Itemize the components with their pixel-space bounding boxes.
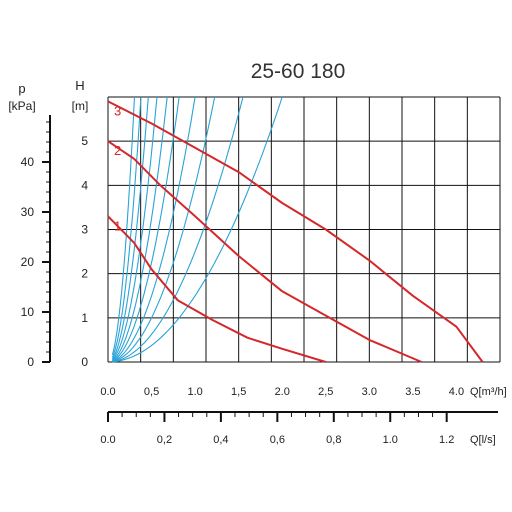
flow-m3h-axis-label: Q[m³/h] <box>470 386 507 398</box>
flow-m3h-tick-label: 2.0 <box>275 386 290 398</box>
head-tick-label: 1 <box>81 311 88 325</box>
pump-curve-3 <box>107 100 484 363</box>
pressure-tick-label: 10 <box>21 305 35 319</box>
head-axis-unit: [m] <box>72 99 89 113</box>
flow-m3h-tick-label: 1.0 <box>187 386 202 398</box>
flow-m3h-tick-label: 2,5 <box>318 386 333 398</box>
pressure-tick-label: 40 <box>21 155 35 169</box>
flow-m3h-tick-label: 3.5 <box>405 386 420 398</box>
system-curve <box>111 96 136 355</box>
flow-m3h-axis: 0.0 0,5 1.0 1,5 2.0 2,5 3.0 3.5 4.0 <box>100 386 464 398</box>
system-curve <box>111 96 142 358</box>
pump-curve-label: 2 <box>114 143 121 158</box>
grid <box>107 96 501 363</box>
chart-title: 25-60 180 <box>251 60 346 83</box>
head-axis: 0 1 2 3 4 5 <box>81 134 88 369</box>
system-curve <box>112 96 180 362</box>
flow-ls-tick-label: 0.0 <box>100 434 115 446</box>
flow-m3h-tick-label: 4.0 <box>449 386 464 398</box>
pressure-axis-label: p <box>18 81 25 96</box>
flow-ls-tick-label: 0,6 <box>270 434 285 446</box>
pressure-axis-unit: [kPa] <box>8 99 35 113</box>
flow-ls-tick-label: 0,4 <box>213 434 228 446</box>
head-tick-label: 5 <box>81 134 88 148</box>
flow-m3h-tick-label: 0.0 <box>100 386 115 398</box>
system-curve <box>111 96 149 360</box>
system-curve <box>111 96 158 361</box>
pressure-axis: 0 10 20 30 40 <box>21 115 51 369</box>
flow-ls-tick-label: 1.2 <box>439 434 454 446</box>
head-tick-label: 2 <box>81 267 88 281</box>
pressure-tick-label: 30 <box>21 205 35 219</box>
flow-m3h-tick-label: 3.0 <box>362 386 377 398</box>
pump-curve-1 <box>107 215 327 363</box>
head-tick-label: 3 <box>81 223 88 237</box>
flow-ls-axis-label: Q[l/s] <box>470 434 496 446</box>
head-tick-label: 0 <box>81 355 88 369</box>
flow-m3h-tick-label: 0,5 <box>144 386 159 398</box>
system-curve <box>112 96 283 363</box>
system-curve <box>112 96 196 362</box>
head-tick-label: 4 <box>81 178 88 192</box>
flow-ls-tick-label: 1.0 <box>383 434 398 446</box>
pump-curve-label: 3 <box>114 103 121 118</box>
pressure-tick-label: 0 <box>27 355 34 369</box>
flow-ls-axis: 0.0 0,2 0,4 0,6 0,8 1.0 1.2 <box>100 411 498 446</box>
system-curve <box>112 96 168 362</box>
system-curve <box>112 96 216 363</box>
head-axis-label: H <box>75 78 84 93</box>
system-curves <box>111 96 283 363</box>
pressure-tick-label: 20 <box>21 255 35 269</box>
flow-ls-tick-label: 0,8 <box>326 434 341 446</box>
system-curve <box>112 96 244 363</box>
pump-curves: 1 2 3 <box>107 100 484 363</box>
flow-ls-tick-label: 0,2 <box>157 434 172 446</box>
pump-curve-label: 1 <box>114 218 121 233</box>
flow-m3h-tick-label: 1,5 <box>231 386 246 398</box>
pump-curve-2 <box>107 140 422 363</box>
